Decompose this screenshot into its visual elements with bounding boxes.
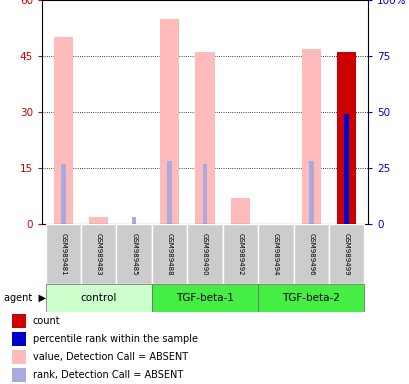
Bar (12, 368, 26, 382)
Text: value, Detection Call = ABSENT: value, Detection Call = ABSENT (32, 352, 187, 362)
Bar (230, 198, 249, 224)
Text: percentile rank within the sample: percentile rank within the sample (32, 334, 197, 344)
Text: count: count (32, 316, 60, 326)
Bar (45, 284, 151, 312)
Bar (344, 114, 348, 224)
Bar (89, 217, 108, 224)
Text: GSM989496: GSM989496 (308, 233, 314, 275)
Text: GSM989481: GSM989481 (60, 233, 66, 275)
Bar (45, 224, 81, 284)
Bar (308, 161, 313, 224)
Bar (116, 224, 151, 284)
Bar (258, 224, 293, 284)
Bar (12, 314, 26, 328)
Bar (301, 48, 320, 224)
Bar (293, 224, 328, 284)
Bar (187, 224, 222, 284)
Text: GSM989494: GSM989494 (272, 233, 278, 275)
Text: GSM989499: GSM989499 (343, 233, 349, 275)
Bar (151, 284, 258, 312)
Text: GSM989485: GSM989485 (131, 233, 137, 275)
Bar (132, 217, 136, 224)
Bar (54, 37, 73, 224)
Text: GSM989488: GSM989488 (166, 233, 172, 275)
Bar (258, 284, 364, 312)
Text: TGF-beta-1: TGF-beta-1 (175, 293, 234, 303)
Bar (12, 332, 26, 346)
Text: TGF-beta-2: TGF-beta-2 (282, 293, 339, 303)
Text: rank, Detection Call = ABSENT: rank, Detection Call = ABSENT (32, 370, 182, 380)
Bar (12, 350, 26, 364)
Bar (160, 19, 179, 224)
Bar (81, 224, 116, 284)
Bar (336, 52, 355, 224)
Bar (167, 161, 171, 224)
Bar (61, 164, 65, 224)
Bar (222, 224, 258, 284)
Bar (195, 52, 214, 224)
Text: control: control (80, 293, 117, 303)
Text: GSM989492: GSM989492 (237, 233, 243, 275)
Text: GSM989483: GSM989483 (95, 233, 101, 275)
Bar (328, 224, 364, 284)
Bar (151, 224, 187, 284)
Bar (202, 164, 207, 224)
Text: GSM989490: GSM989490 (202, 233, 207, 275)
Text: agent  ▶: agent ▶ (4, 293, 46, 303)
